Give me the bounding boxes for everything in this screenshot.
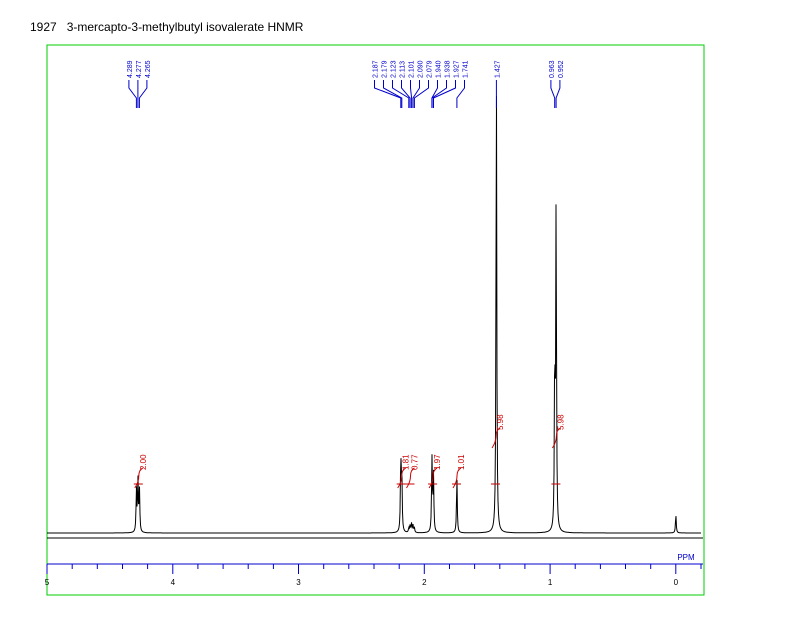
peak-leader [401,80,411,108]
peak-label: 0.963 [549,60,556,78]
integral-label: 2.00 [139,454,148,470]
peak-label: 4.289 [127,60,134,78]
peak-leader [128,80,137,108]
peak-label: 1.427 [494,60,501,78]
peak-label: 1.741 [463,60,470,78]
x-tick-label: 2 [422,578,427,587]
plot-frame [46,44,705,596]
x-tick-label: 5 [45,578,50,587]
x-tick-label: 3 [296,578,301,587]
peak-label: 2.090 [418,60,425,78]
peak-label: 1.940 [436,60,443,78]
integral-label: 1.01 [457,454,466,470]
peak-label: 2.101 [409,60,416,78]
peak-label: 2.179 [382,60,389,78]
peak-label: 2.079 [427,60,434,78]
peak-leader [412,80,420,108]
integral-curve [134,467,144,489]
peak-leader [392,80,410,108]
integral-label: 5.98 [496,414,505,430]
peak-leader [410,80,413,108]
page-title: 1927 3-mercapto-3-methylbutyl isovalerate… [30,20,303,34]
peak-label: 2.123 [391,60,398,78]
peak-label: 4.265 [145,60,152,78]
peak-leader [550,80,556,108]
x-tick-label: 1 [548,578,553,587]
peak-leader [433,80,456,108]
integral-label: 1.81 [402,454,411,470]
spectrum-title: 3-mercapto-3-methylbutyl isovalerate HNM… [66,20,304,34]
peak-leader [456,80,465,108]
spectrum-line [47,96,701,534]
peak-label: 1.927 [454,60,461,78]
peak-label: 4.277 [136,60,143,78]
peak-leader [555,80,561,108]
x-tick-label: 0 [674,578,679,587]
integral-curve [491,427,501,449]
peak-label: 2.113 [400,61,407,78]
spectrum-number: 1927 [30,20,57,34]
peak-leader [138,80,148,108]
peak-label: 0.952 [558,60,565,78]
integral-label: 5.98 [556,414,565,430]
peak-leader [374,80,402,108]
x-tick-label: 4 [171,578,176,587]
peak-leader [431,80,447,108]
peak-leader [383,80,403,108]
integral-curve [551,427,561,449]
integral-curve [406,467,415,489]
peak-leader [413,80,429,108]
x-axis-label: PPM [677,553,695,562]
peak-label: 2.187 [373,60,380,78]
peak-label: 1.938 [445,60,452,78]
integral-label: 1.97 [433,454,442,470]
peak-leader [431,80,438,108]
integral-label: 0.77 [411,454,420,470]
